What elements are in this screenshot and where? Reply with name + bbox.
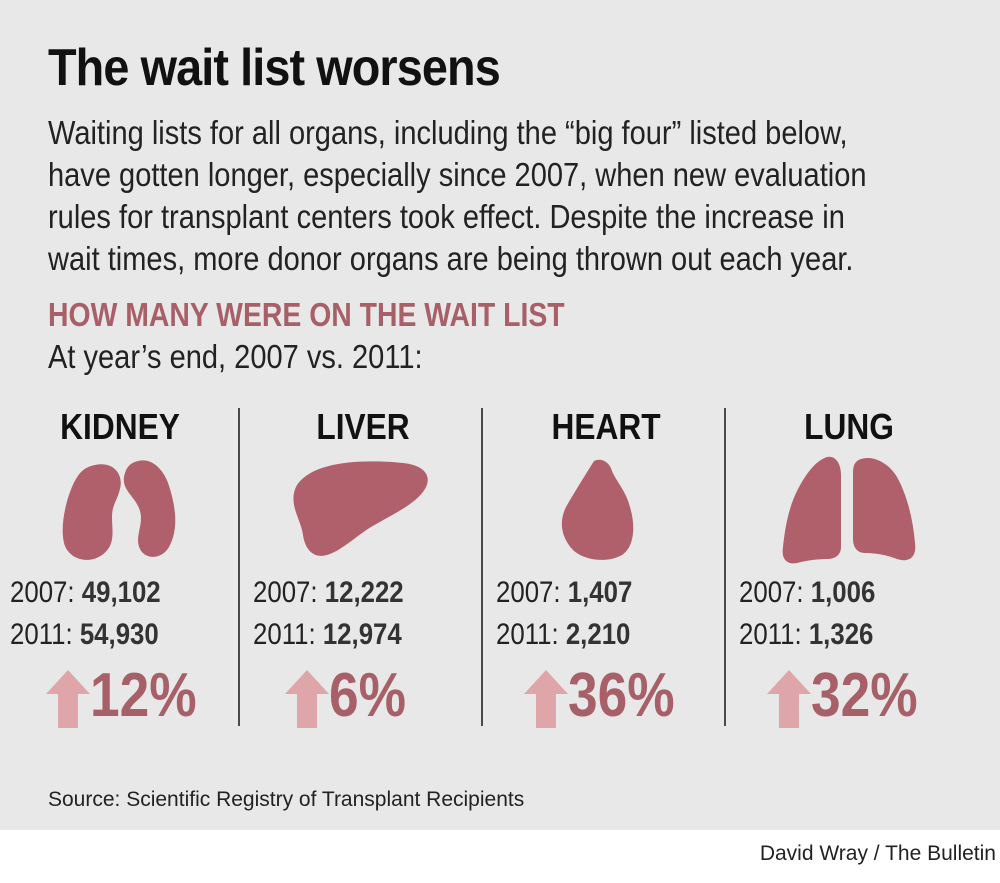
stat-2007: 2007: 12,222 <box>253 576 404 610</box>
organ-name: LIVER <box>316 406 410 447</box>
stat-value: 1,006 <box>810 576 876 609</box>
liver-icon <box>293 461 428 556</box>
stat-value: 49,102 <box>81 576 161 609</box>
stat-value: 54,930 <box>79 618 159 651</box>
stat-2011: 2011: 12,974 <box>253 618 402 652</box>
stat-2011: 2011: 1,326 <box>739 618 873 652</box>
percent-change: 12% <box>90 661 197 730</box>
kidney-icon <box>62 460 176 560</box>
stat-2007: 2007: 1,006 <box>739 576 875 610</box>
heart-icon <box>561 459 634 560</box>
credit-line: David Wray / The Bulletin <box>759 842 996 865</box>
lung-icon <box>782 456 916 564</box>
stat-2011: 2011: 2,210 <box>496 618 630 652</box>
column-divider <box>724 408 726 726</box>
intro-line: Waiting lists for all organs, including … <box>48 114 848 151</box>
section-subheading: At year’s end, 2007 vs. 2011: <box>48 338 423 375</box>
intro-line: have gotten longer, especially since 200… <box>48 156 867 193</box>
stat-value: 12,222 <box>324 576 404 609</box>
organ-column-lung: LUNG 2007: 1,006 2011: 1,326 32% <box>729 400 969 740</box>
intro-line: rules for transplant centers took effect… <box>48 198 845 235</box>
stat-2007: 2007: 49,102 <box>10 576 161 610</box>
intro-line: wait times, more donor organs are being … <box>48 240 854 277</box>
stat-value: 1,326 <box>808 618 874 651</box>
year-label: 2011: <box>253 618 316 651</box>
percent-change: 6% <box>329 661 407 730</box>
organ-name: KIDNEY <box>60 406 180 447</box>
percent-change: 32% <box>811 661 918 730</box>
organ-column-liver: LIVER 2007: 12,222 2011: 12,974 6% <box>243 400 483 740</box>
arrow-up-icon <box>767 670 811 728</box>
organ-name: LUNG <box>804 406 894 447</box>
stat-value: 1,407 <box>567 576 633 609</box>
percent-change: 36% <box>568 661 675 730</box>
section-heading: HOW MANY WERE ON THE WAIT LIST <box>48 296 565 333</box>
stat-2011: 2011: 54,930 <box>10 618 159 652</box>
year-label: 2007: <box>739 576 804 609</box>
arrow-up-icon <box>524 670 568 728</box>
year-label: 2007: <box>10 576 75 609</box>
arrow-up-icon <box>46 670 90 728</box>
organ-column-kidney: KIDNEY 2007: 49,102 2011: 54,930 12% <box>0 400 240 740</box>
column-divider <box>238 408 240 726</box>
arrow-up-icon <box>285 670 329 728</box>
organ-name: HEART <box>551 406 661 447</box>
organ-column-heart: HEART 2007: 1,407 2011: 2,210 36% <box>486 400 726 740</box>
year-label: 2007: <box>496 576 561 609</box>
year-label: 2011: <box>10 618 73 651</box>
column-divider <box>481 408 483 726</box>
year-label: 2007: <box>253 576 318 609</box>
source-note: Source: Scientific Registry of Transplan… <box>48 788 525 811</box>
year-label: 2011: <box>496 618 559 651</box>
infographic-panel: The wait list worsens Waiting lists for … <box>0 0 1000 830</box>
stat-2007: 2007: 1,407 <box>496 576 632 610</box>
intro-paragraph: Waiting lists for all organs, including … <box>48 112 910 280</box>
stat-value: 12,974 <box>322 618 402 651</box>
stat-value: 2,210 <box>565 618 631 651</box>
infographic-title: The wait list worsens <box>48 39 501 97</box>
year-label: 2011: <box>739 618 802 651</box>
